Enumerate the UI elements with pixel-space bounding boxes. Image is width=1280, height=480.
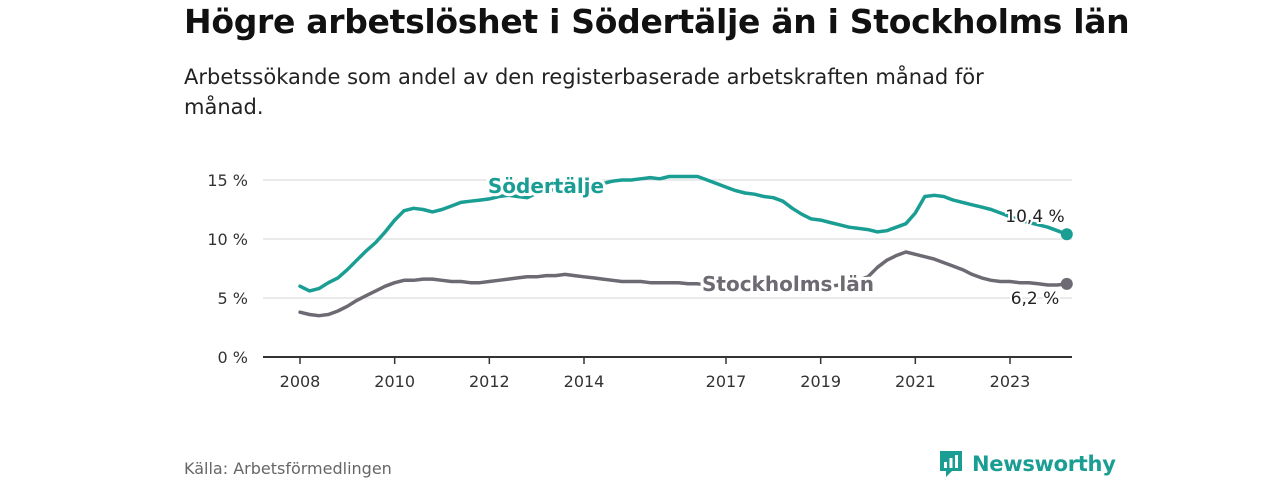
x-axis-ticks: 2008 2010 2012 2014 2017 2019 2021 2023 bbox=[280, 357, 1031, 391]
series-name-label: Stockholms län bbox=[702, 272, 874, 296]
brand-logo: Newsworthy bbox=[938, 449, 1116, 479]
chart-title: Högre arbetslöshet i Södertälje än i Sto… bbox=[184, 2, 1130, 41]
x-tick-label: 2008 bbox=[280, 372, 321, 391]
x-tick-label: 2014 bbox=[564, 372, 605, 391]
x-tick-label: 2023 bbox=[990, 372, 1031, 391]
series-line-sodertalje bbox=[298, 174, 1069, 293]
x-tick-label: 2017 bbox=[706, 372, 747, 391]
series-end-label: 10,4 % bbox=[1005, 207, 1064, 227]
y-tick-label: 5 % bbox=[218, 289, 248, 308]
series-end-point bbox=[1060, 277, 1073, 290]
series-line-stockholms-lan bbox=[298, 250, 1069, 318]
x-tick-label: 2010 bbox=[374, 372, 415, 391]
chart-subtitle: Arbetssökande som andel av den registerb… bbox=[184, 65, 984, 119]
series-lines: Södertälje 10,4 % Stockholms län 6,2 % bbox=[298, 171, 1073, 318]
source-note: Källa: Arbetsförmedlingen bbox=[184, 459, 392, 478]
gridlines bbox=[263, 179, 1072, 299]
series-end-label: 6,2 % bbox=[1011, 289, 1060, 309]
series-name-label: Södertälje bbox=[488, 174, 604, 198]
x-tick-label: 2021 bbox=[895, 372, 936, 391]
y-tick-label: 0 % bbox=[218, 348, 248, 367]
y-axis-ticks: 0 % 5 % 10 % 15 % bbox=[207, 171, 248, 367]
series-end-point bbox=[1060, 228, 1073, 241]
newsworthy-logo-icon bbox=[940, 451, 962, 477]
brand-name: Newsworthy bbox=[972, 452, 1116, 476]
x-tick-label: 2019 bbox=[800, 372, 841, 391]
y-tick-label: 10 % bbox=[207, 230, 248, 249]
x-tick-label: 2012 bbox=[469, 372, 510, 391]
y-tick-label: 15 % bbox=[207, 171, 248, 190]
